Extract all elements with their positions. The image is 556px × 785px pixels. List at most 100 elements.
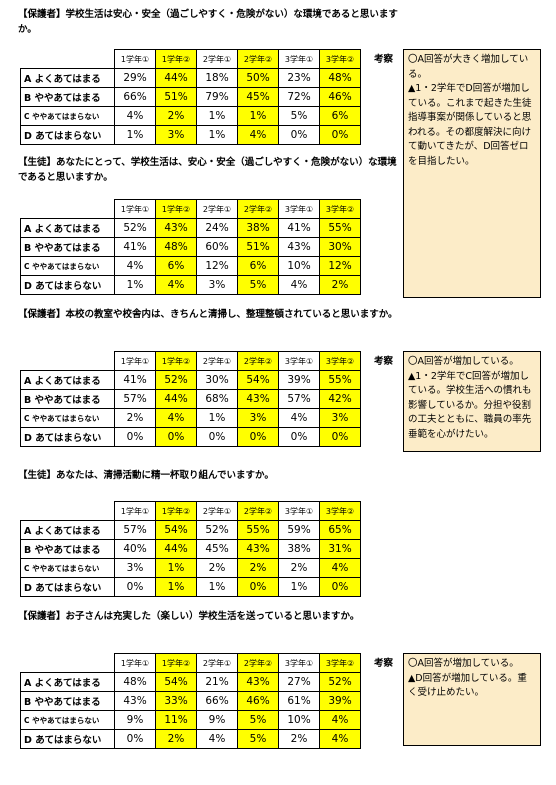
table-cell: 54% — [237, 370, 279, 390]
table-row: A よくあてはまる 48% 54% 21% 43% 27% 52% — [20, 672, 361, 692]
table-cell: 12% — [196, 256, 238, 276]
table-cell: 3% — [319, 408, 361, 428]
table-cell: 52% — [114, 218, 156, 238]
table-cell: 43% — [237, 539, 279, 559]
table-row: B ややあてはまる 43% 33% 66% 46% 61% 39% — [20, 691, 361, 711]
row-label: C ややあてはまらない — [20, 710, 115, 730]
table-cell: 12% — [319, 256, 361, 276]
table-cell: 59% — [278, 520, 320, 540]
table-cell: 65% — [319, 520, 361, 540]
table-cell: 0% — [319, 427, 361, 447]
table-cell: 0% — [155, 427, 197, 447]
column-header: 3学年② — [319, 501, 361, 521]
table-cell: 4% — [319, 729, 361, 749]
table-row: D あてはまらない 0% 0% 0% 0% 0% 0% — [20, 427, 361, 447]
table-cell: 1% — [196, 106, 238, 126]
table-cell: 1% — [237, 106, 279, 126]
kosatsu-label: 考察 — [374, 356, 394, 367]
table-cell: 68% — [196, 389, 238, 409]
table-cell: 66% — [114, 87, 156, 107]
table-cell: 52% — [319, 672, 361, 692]
column-header: 3学年② — [319, 653, 361, 673]
table-cell: 43% — [237, 389, 279, 409]
column-header: 3学年① — [278, 199, 320, 219]
table-cell: 0% — [278, 125, 320, 145]
column-header: 3学年① — [278, 49, 320, 69]
column-header: 3学年① — [278, 351, 320, 371]
table-row: C ややあてはまらない 2% 4% 1% 3% 4% 3% — [20, 408, 361, 428]
table-cell: 0% — [278, 427, 320, 447]
question-text: あなたにとって、学校生活は、安心・安全（過ごしやすく・危険がない）な環境であると… — [18, 157, 397, 183]
column-header: 3学年② — [319, 199, 361, 219]
note-text: 〇A回答が大きく増加している。 ▲1・2学年でD回答が増加している。これまで起き… — [408, 54, 532, 167]
row-label: A よくあてはまる — [20, 672, 115, 692]
table-cell: 2% — [155, 106, 197, 126]
column-header: 1学年① — [114, 199, 156, 219]
survey-table-1: 1学年① 1学年② 2学年① 2学年② 3学年① 3学年② A よくあてはまる 29% 44% 1… — [20, 49, 361, 145]
row-label: C ややあてはまらない — [20, 558, 115, 578]
respondent-tag: 【生徒】 — [18, 157, 57, 168]
table-cell: 2% — [155, 729, 197, 749]
column-header: 1学年② — [155, 501, 197, 521]
column-header: 2学年② — [237, 49, 279, 69]
table-cell: 4% — [319, 710, 361, 730]
row-label: D あてはまらない — [20, 577, 115, 597]
table-cell: 48% — [155, 237, 197, 257]
question-2: 【生徒】あなたにとって、学校生活は、安心・安全（過ごしやすく・危険がない）な環境… — [18, 155, 398, 185]
table-cell: 33% — [155, 691, 197, 711]
table-cell: 44% — [155, 389, 197, 409]
table-cell: 1% — [196, 408, 238, 428]
table-cell: 45% — [196, 539, 238, 559]
table-cell: 1% — [114, 125, 156, 145]
column-header: 1学年② — [155, 49, 197, 69]
column-header: 2学年① — [196, 501, 238, 521]
table-cell: 9% — [196, 710, 238, 730]
table-row: C ややあてはまらない 4% 6% 12% 6% 10% 12% — [20, 256, 361, 276]
table-cell: 6% — [319, 106, 361, 126]
table-cell: 57% — [114, 520, 156, 540]
table-cell: 1% — [155, 577, 197, 597]
table-cell: 3% — [114, 558, 156, 578]
table-cell: 42% — [319, 389, 361, 409]
table-cell: 0% — [237, 427, 279, 447]
table-cell: 3% — [196, 275, 238, 295]
column-header: 1学年② — [155, 351, 197, 371]
table-cell: 41% — [114, 370, 156, 390]
question-text: 学校生活は安心・安全（過ごしやすく・危険がない）な環境であると思いますか。 — [18, 9, 398, 35]
table-cell: 2% — [278, 729, 320, 749]
table-cell: 39% — [278, 370, 320, 390]
table-cell: 0% — [237, 577, 279, 597]
table-cell: 1% — [196, 125, 238, 145]
table-cell: 2% — [278, 558, 320, 578]
table-cell: 79% — [196, 87, 238, 107]
question-text: お子さんは充実した（楽しい）学校生活を送っていると思いますか。 — [65, 611, 360, 622]
table-cell: 61% — [278, 691, 320, 711]
table-cell: 10% — [278, 710, 320, 730]
table-cell: 60% — [196, 237, 238, 257]
table-cell: 44% — [155, 539, 197, 559]
header-row: 1学年① 1学年② 2学年① 2学年② 3学年① 3学年② — [21, 199, 361, 219]
row-label: B ややあてはまる — [20, 237, 115, 257]
column-header: 1学年① — [114, 351, 156, 371]
column-header: 1学年② — [155, 199, 197, 219]
kosatsu-label: 考察 — [374, 658, 394, 669]
row-label: D あてはまらない — [20, 729, 115, 749]
table-cell: 55% — [319, 218, 361, 238]
table-cell: 1% — [114, 275, 156, 295]
table-cell: 5% — [237, 729, 279, 749]
table-cell: 4% — [196, 729, 238, 749]
header-row: 1学年① 1学年② 2学年① 2学年② 3学年① 3学年② — [21, 653, 361, 673]
survey-table-5: 1学年① 1学年② 2学年① 2学年② 3学年① 3学年② A よくあてはまる 48% 54% 2… — [20, 653, 361, 749]
table-cell: 0% — [114, 577, 156, 597]
column-header: 3学年② — [319, 351, 361, 371]
column-header: 2学年② — [237, 351, 279, 371]
table-cell: 41% — [114, 237, 156, 257]
table-cell: 4% — [319, 558, 361, 578]
table-cell: 46% — [319, 87, 361, 107]
column-header: 2学年② — [237, 653, 279, 673]
table-cell: 0% — [196, 427, 238, 447]
table-cell: 31% — [319, 539, 361, 559]
table-cell: 5% — [237, 710, 279, 730]
table-cell: 55% — [237, 520, 279, 540]
header-corner — [21, 654, 115, 673]
